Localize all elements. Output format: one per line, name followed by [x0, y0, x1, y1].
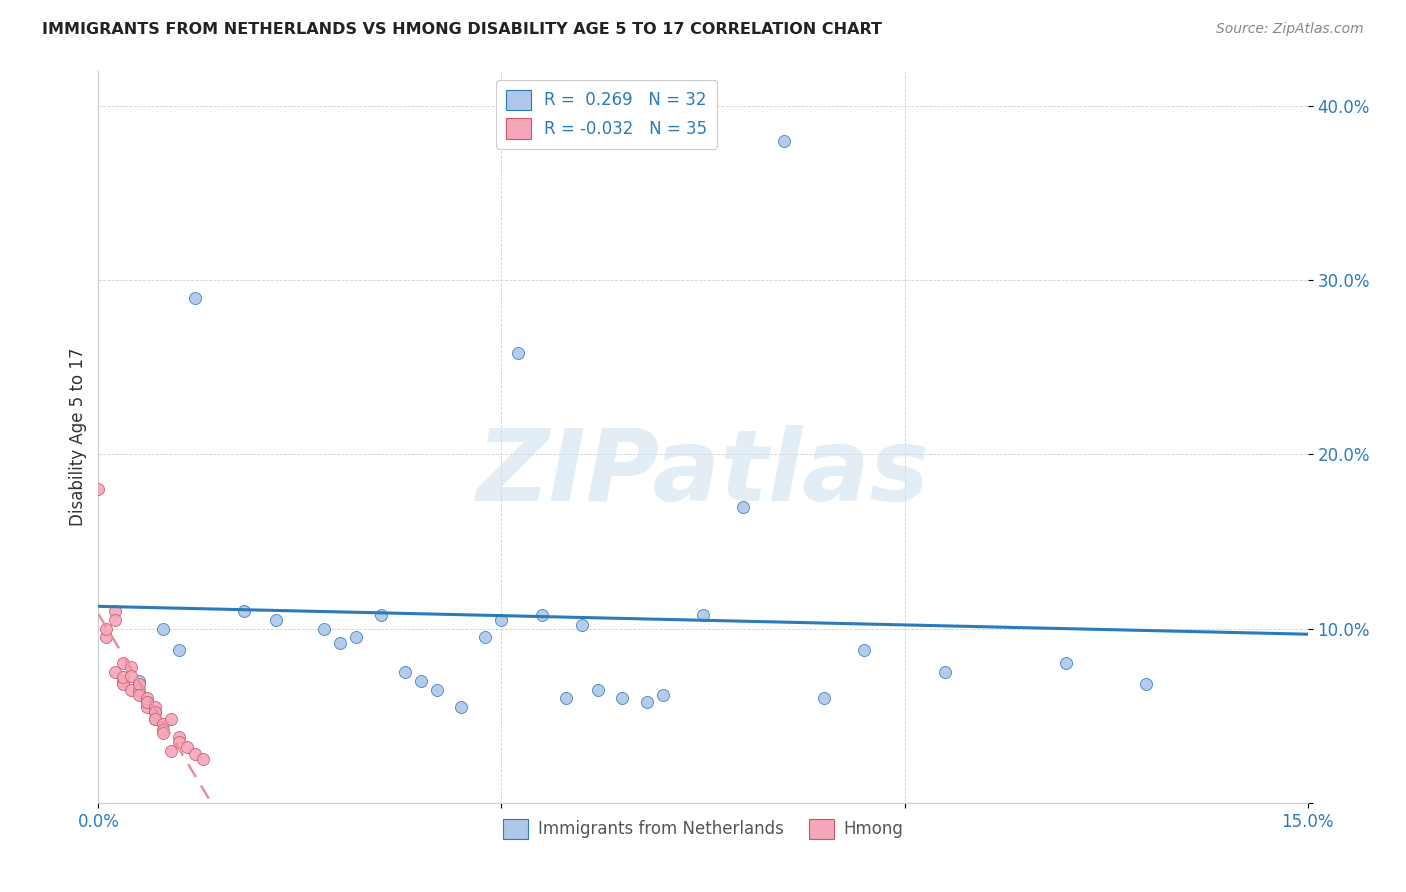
Point	[571, 618, 593, 632]
Point	[772, 134, 794, 148]
Point	[160, 712, 183, 726]
Point	[128, 682, 150, 697]
Point	[111, 657, 134, 671]
Point	[152, 622, 174, 636]
Point	[143, 705, 166, 719]
Point	[264, 613, 287, 627]
Point	[394, 665, 416, 680]
Point	[103, 613, 125, 627]
Point	[152, 717, 174, 731]
Point	[143, 705, 166, 719]
Point	[167, 735, 190, 749]
Point	[1054, 657, 1077, 671]
Point	[143, 712, 166, 726]
Point	[409, 673, 432, 688]
Point	[167, 730, 190, 744]
Point	[193, 752, 215, 766]
Text: Source: ZipAtlas.com: Source: ZipAtlas.com	[1216, 22, 1364, 37]
Point	[530, 607, 553, 622]
Point	[96, 622, 118, 636]
Point	[344, 631, 367, 645]
Point	[813, 691, 835, 706]
Point	[111, 673, 134, 688]
Point	[733, 500, 755, 514]
Point	[103, 604, 125, 618]
Point	[586, 682, 609, 697]
Point	[111, 670, 134, 684]
Point	[184, 291, 207, 305]
Text: IMMIGRANTS FROM NETHERLANDS VS HMONG DISABILITY AGE 5 TO 17 CORRELATION CHART: IMMIGRANTS FROM NETHERLANDS VS HMONG DIS…	[42, 22, 882, 37]
Point	[370, 607, 392, 622]
Legend: Immigrants from Netherlands, Hmong: Immigrants from Netherlands, Hmong	[496, 812, 910, 846]
Point	[160, 743, 183, 757]
Point	[692, 607, 714, 622]
Point	[120, 660, 142, 674]
Point	[135, 695, 157, 709]
Point	[152, 723, 174, 737]
Point	[474, 631, 496, 645]
Point	[934, 665, 956, 680]
Point	[176, 740, 198, 755]
Point	[167, 642, 190, 657]
Point	[491, 613, 513, 627]
Point	[111, 677, 134, 691]
Point	[232, 604, 254, 618]
Point	[853, 642, 876, 657]
Point	[612, 691, 634, 706]
Point	[135, 695, 157, 709]
Point	[329, 635, 352, 649]
Point	[651, 688, 673, 702]
Point	[103, 665, 125, 680]
Point	[143, 712, 166, 726]
Point	[426, 682, 449, 697]
Point	[120, 668, 142, 682]
Point	[184, 747, 207, 761]
Point	[1135, 677, 1157, 691]
Point	[152, 726, 174, 740]
Y-axis label: Disability Age 5 to 17: Disability Age 5 to 17	[69, 348, 87, 526]
Point	[450, 700, 472, 714]
Point	[128, 688, 150, 702]
Point	[128, 673, 150, 688]
Point	[120, 682, 142, 697]
Point	[87, 483, 110, 497]
Point	[506, 346, 529, 360]
Point	[128, 677, 150, 691]
Point	[135, 700, 157, 714]
Point	[135, 691, 157, 706]
Point	[143, 700, 166, 714]
Point	[555, 691, 578, 706]
Point	[636, 695, 658, 709]
Point	[314, 622, 336, 636]
Text: ZIPatlas: ZIPatlas	[477, 425, 929, 522]
Point	[96, 631, 118, 645]
